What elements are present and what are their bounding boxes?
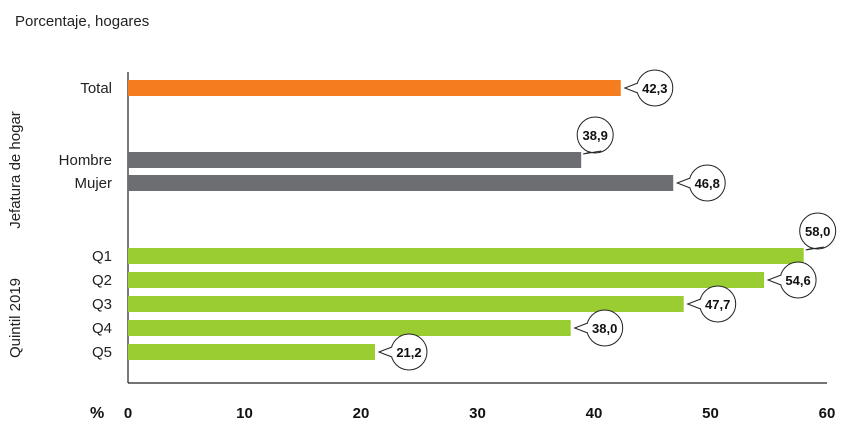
x-tick-label-30: 30 — [469, 405, 486, 422]
value-callout-pointer-q4 — [573, 322, 588, 334]
group-label-jefatura-de-hogar: Jefatura de hogar — [7, 111, 24, 229]
bar-q1 — [128, 248, 804, 264]
value-callout-pointer-q2 — [766, 274, 782, 286]
value-callout-pointer-q3 — [686, 298, 701, 310]
bar-mujer — [128, 175, 674, 191]
value-label-mujer: 46,8 — [695, 176, 720, 191]
x-axis-unit-label: % — [90, 405, 104, 422]
bar-q2 — [128, 272, 765, 288]
bar-q3 — [128, 296, 684, 312]
category-label-q4: Q4 — [92, 320, 112, 337]
value-label-hombre: 38,9 — [583, 128, 608, 143]
category-label-mujer: Mujer — [74, 175, 112, 192]
category-label-q2: Q2 — [92, 272, 112, 289]
value-callout-pointer-total — [623, 82, 638, 94]
x-tick-label-10: 10 — [236, 405, 253, 422]
category-label-hombre: Hombre — [59, 152, 112, 169]
value-label-q3: 47,7 — [705, 297, 730, 312]
category-label-q1: Q1 — [92, 248, 112, 265]
value-label-total: 42,3 — [642, 81, 667, 96]
bar-hombre — [128, 152, 582, 168]
chart-subtitle: Porcentaje, hogares — [15, 13, 149, 30]
category-label-q5: Q5 — [92, 344, 112, 361]
plot-area: 0 10 20 30 40 50 60 Total 42,3 Hombre 38,9 Mujer 46,… — [7, 69, 837, 422]
category-label-q3: Q3 — [92, 296, 112, 313]
bar-total — [128, 80, 621, 96]
x-tick-label-50: 50 — [702, 405, 719, 422]
bar-q4 — [128, 320, 571, 336]
x-tick-label-40: 40 — [586, 405, 603, 422]
category-label-total: Total — [80, 80, 112, 97]
value-callout-pointer-hombre — [583, 150, 602, 155]
x-tick-label-20: 20 — [353, 405, 370, 422]
value-label-q2: 54,6 — [785, 273, 810, 288]
value-callout-pointer-q5 — [377, 346, 393, 358]
value-label-q5: 21,2 — [396, 345, 421, 360]
value-callout-pointer-mujer — [675, 177, 691, 189]
value-label-q4: 38,0 — [592, 321, 617, 336]
value-callout-pointer-q1 — [805, 246, 824, 251]
group-label-quintil-2019: Quintil 2019 — [7, 278, 24, 358]
x-tick-label-60: 60 — [819, 405, 836, 422]
value-callout-q1 — [799, 212, 837, 250]
bar-q5 — [128, 344, 375, 360]
value-label-q1: 58,0 — [805, 224, 830, 239]
value-callout-hombre — [576, 116, 614, 154]
x-tick-label-0: 0 — [124, 405, 132, 422]
